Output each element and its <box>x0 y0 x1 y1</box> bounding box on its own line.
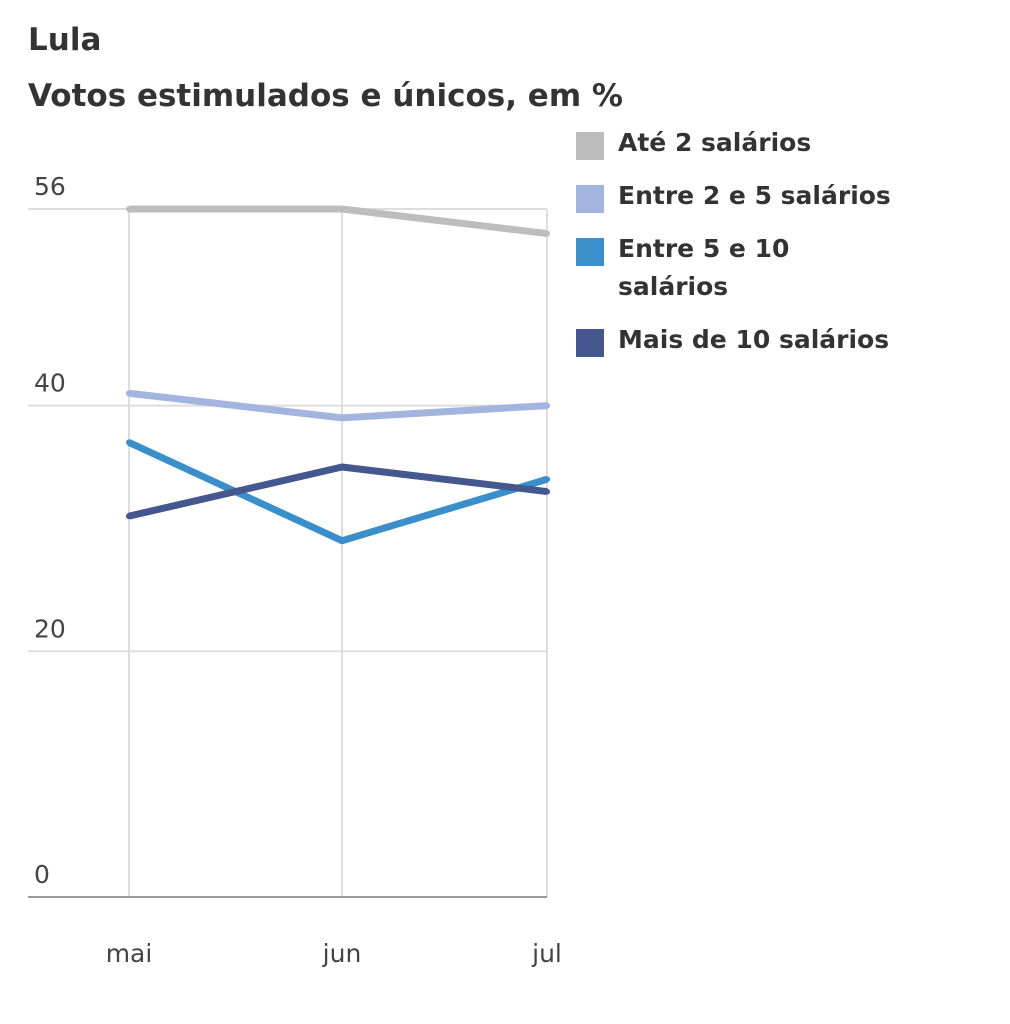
legend-label: Até 2 salários <box>618 128 812 157</box>
data-point <box>544 402 550 409</box>
x-tick-label: jun <box>322 939 362 968</box>
legend-label: Entre 5 e 10 salários <box>618 234 790 301</box>
series-lines <box>126 205 550 545</box>
data-point <box>339 537 345 544</box>
legend-item: Mais de 10 salários <box>576 321 906 359</box>
data-point <box>126 206 132 212</box>
chart-title: Lula <box>28 22 102 58</box>
legend-item: Até 2 salários <box>576 124 906 162</box>
legend-label: Mais de 10 salários <box>618 325 890 354</box>
legend-swatch <box>576 238 604 266</box>
y-axis-ticks: 0 20 40 56 <box>34 172 66 889</box>
legend-item: Entre 5 e 10 salários <box>576 230 906 306</box>
legend-item: Entre 2 e 5 salários <box>576 177 906 215</box>
x-tick-label: mai <box>106 939 153 968</box>
y-tick-label: 56 <box>34 172 66 201</box>
legend-swatch <box>576 329 604 357</box>
legend-label: Entre 2 e 5 salários <box>618 181 891 210</box>
data-point <box>544 488 550 495</box>
x-tick-label: jul <box>531 939 562 968</box>
y-tick-label: 0 <box>34 860 50 889</box>
y-tick-label: 40 <box>34 369 66 398</box>
series-line-0 <box>129 205 548 238</box>
data-point <box>339 206 345 212</box>
data-point <box>339 414 345 421</box>
data-point <box>126 390 132 397</box>
legend: Até 2 salários Entre 2 e 5 salários Entre … <box>576 124 906 374</box>
legend-swatch <box>576 185 604 213</box>
series-line-2 <box>127 439 549 545</box>
chart-grid <box>28 208 548 898</box>
data-point <box>126 439 132 446</box>
data-point <box>544 476 550 483</box>
data-point <box>544 230 550 237</box>
data-point <box>126 513 132 520</box>
y-tick-label: 20 <box>34 614 66 643</box>
chart-subtitle: Votos estimulados e únicos, em % <box>28 78 623 114</box>
legend-swatch <box>576 132 604 160</box>
x-axis-ticks: mai jun jul <box>106 939 562 968</box>
data-point <box>339 464 345 470</box>
